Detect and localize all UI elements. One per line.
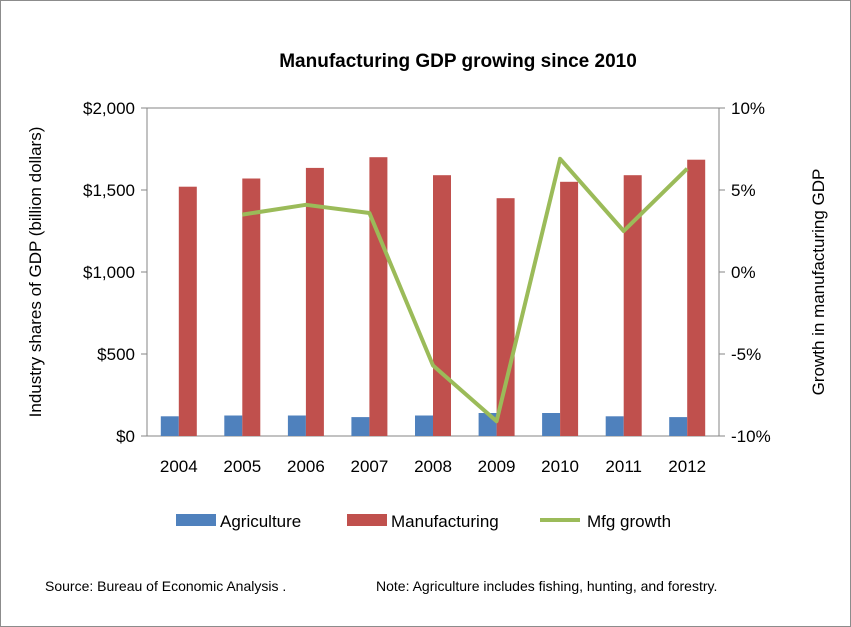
x-tick-label: 2004 [160, 457, 198, 476]
legend-agriculture-swatch [176, 514, 216, 526]
bar-agriculture-2011 [605, 416, 624, 436]
line-mfg-growth [241, 156, 689, 424]
y-tick-label: $1,500 [83, 181, 135, 200]
left-axis-ticks: $0 $500 $1,000 $1,500 $2,000 [83, 99, 147, 446]
x-axis-ticks: 2004 2005 2006 2007 2008 2009 2010 2011 2012 [160, 457, 706, 476]
bar-agriculture-2012 [669, 417, 688, 436]
x-tick-label: 2012 [668, 457, 706, 476]
chart-title: Manufacturing GDP growing since 2010 [279, 51, 637, 72]
bar-agriculture-2008 [415, 415, 433, 436]
x-tick-label: 2008 [414, 457, 452, 476]
bar-manufacturing-2011 [623, 175, 642, 436]
bar-manufacturing-2004 [178, 186, 197, 436]
bar-manufacturing-2006 [305, 167, 324, 436]
x-tick-label: 2009 [478, 457, 516, 476]
y-tick-label: $500 [97, 345, 135, 364]
bar-manufacturing-2008 [433, 175, 451, 436]
x-tick-label: 2010 [541, 457, 579, 476]
y-tick-label: $2,000 [83, 99, 135, 118]
x-tick-label: 2011 [605, 457, 642, 476]
legend-manufacturing-label: Manufacturing [391, 512, 499, 531]
bar-agriculture-2006 [287, 415, 306, 436]
footer-note: Note: Agriculture includes fishing, hunt… [376, 578, 717, 594]
bar-agriculture-2005 [224, 415, 243, 436]
bar-manufacturing-2009 [496, 198, 515, 436]
bar-manufacturing-2005 [242, 178, 261, 436]
y-tick-label: $0 [116, 427, 135, 446]
legend-manufacturing-swatch [347, 514, 387, 526]
y2-axis-label: Growth in manufacturing GDP [809, 169, 828, 396]
y2-tick-label: 0% [731, 263, 756, 282]
bar-layer [160, 157, 706, 436]
bar-manufacturing-2007 [369, 157, 388, 436]
bar-agriculture-2007 [351, 417, 370, 436]
y2-tick-label: 5% [731, 181, 756, 200]
right-axis-ticks: -10% -5% 0% 5% 10% [719, 99, 771, 446]
y2-tick-label: -10% [731, 427, 771, 446]
bar-manufacturing-2010 [560, 181, 579, 436]
y-tick-label: $1,000 [83, 263, 135, 282]
x-tick-label: 2006 [287, 457, 325, 476]
y-axis-label: Industry shares of GDP (billion dollars) [26, 127, 45, 418]
x-tick-label: 2005 [223, 457, 261, 476]
bar-agriculture-2004 [160, 416, 179, 436]
legend-mfg-growth-label: Mfg growth [587, 512, 671, 531]
bar-manufacturing-2012 [687, 159, 706, 436]
y2-tick-label: 10% [731, 99, 765, 118]
footer-source: Source: Bureau of Economic Analysis . [45, 578, 286, 594]
line-layer [241, 156, 689, 424]
y2-tick-label: -5% [731, 345, 761, 364]
legend-agriculture-label: Agriculture [220, 512, 301, 531]
x-tick-label: 2007 [350, 457, 388, 476]
bar-agriculture-2010 [542, 413, 561, 436]
legend: Agriculture Manufacturing Mfg growth [176, 512, 671, 531]
